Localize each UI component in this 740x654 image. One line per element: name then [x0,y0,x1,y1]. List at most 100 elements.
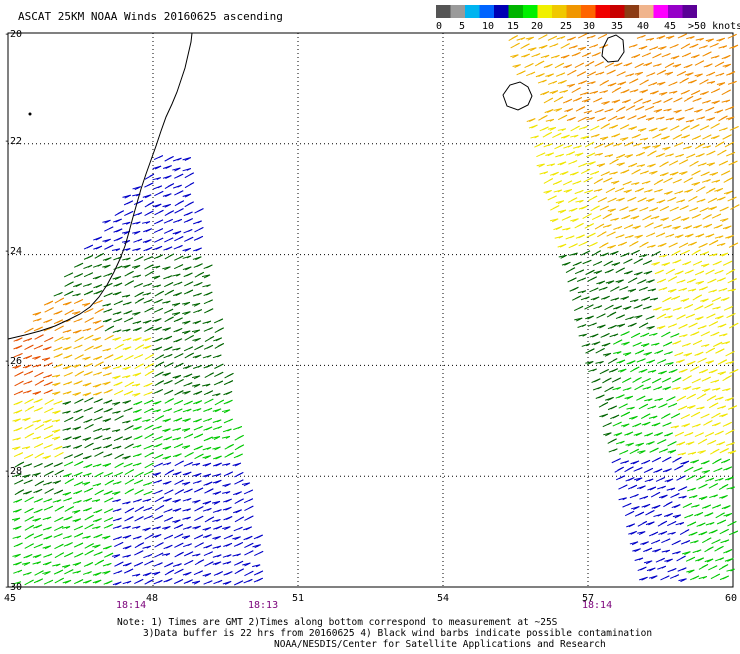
wind-barb-flag [76,472,81,476]
wind-barb-flag [610,406,615,410]
wind-barb-flag [661,359,667,363]
wind-barb-flag [603,296,608,300]
wind-barb-flag [717,142,723,146]
wind-barb-flag [716,225,721,229]
wind-barb-flag [572,172,577,176]
latitude-labels: -20 -22 -24 -26 -28 -30 [4,29,22,593]
wind-barb-flag [108,497,114,501]
wind-barb-flag [587,362,592,365]
wind-barb-flag [187,229,193,232]
wind-barb-flag [615,286,620,290]
wind-barb-flag [633,367,638,371]
wind-barb-flag [581,290,587,294]
wind-barb-flag [106,524,111,528]
wind-barb-flag [73,510,79,514]
wind-barb-flag [124,401,129,405]
wind-barb-flag [646,52,651,56]
wind-barb-flag [688,570,693,574]
wind-barb-flag [216,545,222,549]
wind-barb-flag [546,64,551,68]
wind-barb-flag [643,460,649,464]
wind-barb-flag [551,91,557,95]
wind-barb-flag [731,370,737,373]
wind-barb-flag [94,321,100,324]
wind-barb-flag [66,517,71,521]
wind-barb-flag [613,134,619,138]
wind-barb-flag [36,509,41,513]
wind-barb-flag [713,89,719,93]
wind-barb-flag [123,231,129,235]
wind-barb-flag [205,482,211,486]
wind-barb-flag [46,382,51,386]
wind-barb-flag [661,485,666,489]
wind-barb-flag [615,433,621,437]
wind-barb-flag [715,179,721,183]
wind-barb-flag [629,197,635,201]
wind-barb-flag [657,386,663,390]
wind-barb-flag [643,286,648,290]
wind-barb-flag [79,415,84,419]
wind-barb-flag [48,505,54,509]
wind-barb-flag [68,417,74,420]
wind-barb-flag [624,353,630,357]
wind-barb-flag [98,416,103,420]
wind-barb-flag [702,325,707,329]
wind-barb-flag [607,143,612,147]
wind-barb-flag [167,408,173,412]
wind-barb-flag [155,246,161,250]
wind-barb-flag [188,433,194,437]
wind-barb-flag [118,471,123,475]
wind-barb-flag [571,208,576,212]
wind-barb-flag [53,392,59,396]
wind-barb-flag [673,160,679,164]
wind-barb-flag [538,74,543,78]
wind-barb-flag [87,571,92,574]
wind-barb-flag [149,270,155,274]
legend-swatch [682,5,697,18]
wind-barb-flag [652,415,658,419]
wind-barb-flag [137,292,142,296]
wind-barb-flag [106,581,111,585]
wind-barb-flag [227,554,232,558]
wind-barb-flag [596,179,602,183]
wind-barb-flag [699,60,705,64]
wind-barb-flag [623,342,628,346]
wind-barb-flag [97,427,103,431]
wind-barb-flag [126,328,131,332]
wind-barb-flag [651,244,656,248]
wind-barb-flag [249,550,254,554]
wind-barb-flag [87,515,92,519]
wind-barb-flag [113,402,119,406]
wind-barb-flag [88,407,93,411]
wind-barb-flag [587,110,593,114]
wind-barb-flag [523,44,528,48]
wind-barb-flag [618,315,623,319]
wind-barb-flag [167,184,173,188]
wind-barb-flag [124,535,130,539]
wind-barb-flag [55,446,61,450]
wind-barb-flag [17,490,23,494]
wind-barb-flag [165,553,171,556]
wind-barb-flag [215,463,220,467]
wind-barb-flag [115,582,120,586]
wind-barb-flag [29,496,34,500]
wind-barb-flag [137,238,143,242]
legend-label: 25 [560,21,572,32]
wind-barb-flag [538,164,543,168]
wind-barb-flag [174,520,179,524]
wind-barb-flag [186,497,192,501]
wind-barb-flag [714,423,719,427]
wind-barb-flag [146,418,151,422]
wind-barb-flag [146,383,151,387]
wind-barb-flag [57,470,62,474]
wind-barb-flag [158,489,163,493]
wind-barb-flag [531,125,536,129]
wind-barb-flag [542,127,547,131]
wind-barb-flag [28,370,33,374]
wind-barb-flag [732,33,737,37]
wind-barb-flag [681,452,687,456]
wind-barb-flag [598,395,603,399]
wind-barb-flag [178,264,184,268]
wind-barb-flag [688,514,694,517]
wind-barb-flag [550,163,556,167]
